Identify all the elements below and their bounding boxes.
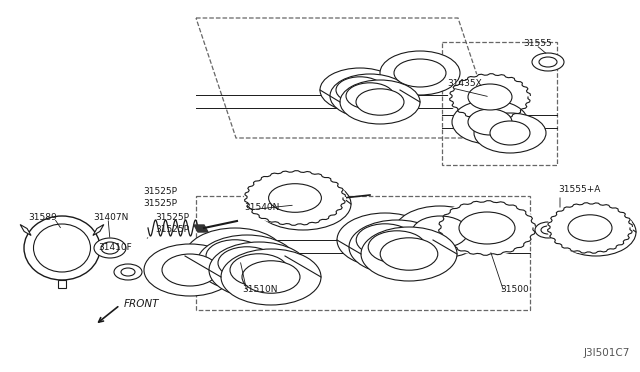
Ellipse shape [539,57,557,67]
Text: 31555+A: 31555+A [558,186,600,195]
Ellipse shape [340,80,420,124]
Text: FRONT: FRONT [124,299,159,309]
Ellipse shape [320,68,400,112]
Polygon shape [20,225,31,235]
Ellipse shape [368,231,426,263]
Ellipse shape [221,249,321,305]
Text: 31407N: 31407N [93,214,129,222]
Text: 31525P: 31525P [155,214,189,222]
Ellipse shape [330,74,410,118]
Ellipse shape [24,216,100,280]
Ellipse shape [547,202,633,254]
Polygon shape [93,225,104,235]
Ellipse shape [394,206,486,258]
Ellipse shape [185,228,285,284]
Ellipse shape [346,83,394,109]
Ellipse shape [242,261,300,293]
Ellipse shape [556,208,636,256]
Text: J3I501C7: J3I501C7 [584,348,630,358]
Text: 31555: 31555 [523,38,552,48]
Ellipse shape [437,200,537,256]
Ellipse shape [468,84,512,110]
Ellipse shape [255,178,351,230]
Ellipse shape [452,100,528,144]
Ellipse shape [535,222,561,238]
Text: 31525P: 31525P [155,225,189,234]
Ellipse shape [541,226,555,234]
Ellipse shape [114,264,142,280]
Text: 31525P: 31525P [143,187,177,196]
Ellipse shape [94,238,126,258]
Ellipse shape [356,224,414,256]
Ellipse shape [474,113,546,153]
Ellipse shape [412,216,468,248]
Text: 31525P: 31525P [143,199,177,208]
Ellipse shape [33,224,90,272]
Text: 31435X: 31435X [447,80,482,89]
Ellipse shape [101,242,119,254]
Ellipse shape [568,215,612,241]
Text: 31589: 31589 [28,214,57,222]
Ellipse shape [448,73,532,121]
Ellipse shape [244,170,346,226]
Ellipse shape [144,244,236,296]
Ellipse shape [490,121,530,145]
Ellipse shape [162,254,218,286]
Ellipse shape [532,53,564,71]
Ellipse shape [209,242,309,298]
Ellipse shape [197,235,297,291]
Ellipse shape [336,77,384,103]
Ellipse shape [230,254,288,286]
Ellipse shape [206,240,264,272]
Ellipse shape [349,220,445,274]
Text: 31410F: 31410F [98,244,132,253]
Ellipse shape [468,109,512,135]
Ellipse shape [380,238,438,270]
Ellipse shape [356,89,404,115]
Text: 31510N: 31510N [242,285,278,295]
Polygon shape [194,225,208,232]
Ellipse shape [459,212,515,244]
Ellipse shape [121,268,135,276]
Ellipse shape [218,247,276,279]
Polygon shape [58,280,66,288]
Text: 31500: 31500 [500,285,529,295]
Ellipse shape [394,59,446,87]
Ellipse shape [380,51,460,95]
Ellipse shape [269,184,321,212]
Text: 31540N: 31540N [244,203,280,212]
Ellipse shape [361,227,457,281]
Ellipse shape [337,213,433,267]
